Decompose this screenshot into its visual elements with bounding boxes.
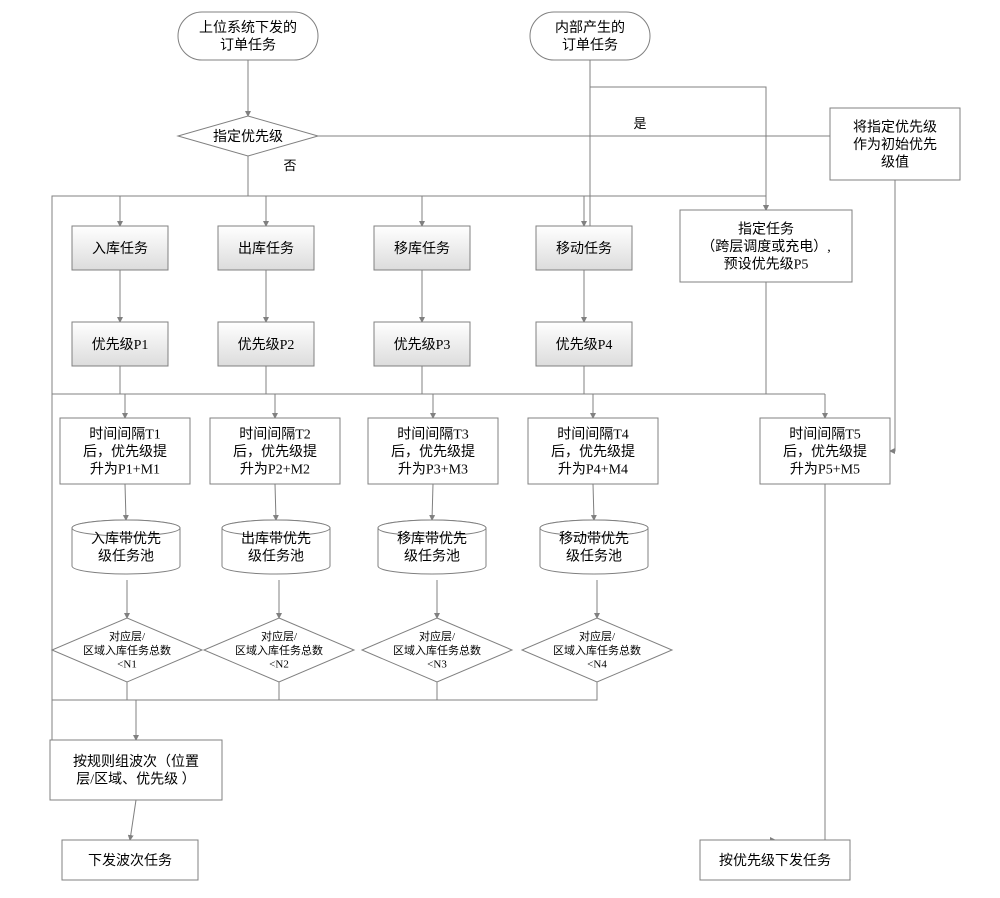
- node-pri2: 优先级P2: [218, 322, 314, 366]
- svg-text:出库任务: 出库任务: [238, 241, 294, 257]
- node-tt3: 时间间隔T3后，优先级提升为P3+M3: [368, 418, 498, 484]
- node-send1: 下发波次任务: [62, 840, 198, 880]
- svg-text:优先级P2: 优先级P2: [238, 337, 295, 353]
- node-task2: 出库任务: [218, 226, 314, 270]
- node-task4: 移动任务: [536, 226, 632, 270]
- node-src1: 上位系统下发的订单任务: [178, 12, 318, 60]
- node-pri4: 优先级P4: [536, 322, 632, 366]
- svg-text:下发波次任务: 下发波次任务: [88, 853, 172, 869]
- node-task5: 指定任务（跨层调度或充电）,预设优先级P5: [680, 210, 852, 282]
- node-task3: 移库任务: [374, 226, 470, 270]
- svg-text:优先级P1: 优先级P1: [92, 337, 149, 353]
- node-send2: 按优先级下发任务: [700, 840, 850, 880]
- node-tt4: 时间间隔T4后，优先级提升为P4+M4: [528, 418, 658, 484]
- svg-text:入库任务: 入库任务: [92, 241, 148, 257]
- svg-text:指定优先级: 指定优先级: [213, 129, 283, 145]
- node-pool1: 入库带优先级任务池: [72, 520, 180, 574]
- node-d3: 对应层/区域入库任务总数<N3: [362, 618, 512, 682]
- svg-text:是: 是: [633, 116, 646, 131]
- svg-text:优先级P3: 优先级P3: [394, 337, 451, 353]
- svg-text:时间间隔T3后，优先级提升为P3+M3: 时间间隔T3后，优先级提升为P3+M3: [391, 426, 475, 477]
- node-pool2: 出库带优先级任务池: [222, 520, 330, 574]
- svg-text:时间间隔T1后，优先级提升为P1+M1: 时间间隔T1后，优先级提升为P1+M1: [83, 426, 167, 477]
- node-tt1: 时间间隔T1后，优先级提升为P1+M1: [60, 418, 190, 484]
- node-d2: 对应层/区域入库任务总数<N2: [204, 618, 354, 682]
- svg-text:时间间隔T5后，优先级提升为P5+M5: 时间间隔T5后，优先级提升为P5+M5: [783, 426, 867, 477]
- svg-text:时间间隔T4后，优先级提升为P4+M4: 时间间隔T4后，优先级提升为P4+M4: [551, 426, 635, 477]
- node-dec1: 指定优先级: [178, 116, 318, 156]
- svg-text:移库任务: 移库任务: [394, 241, 450, 257]
- node-src2: 内部产生的订单任务: [530, 12, 650, 60]
- node-d4: 对应层/区域入库任务总数<N4: [522, 618, 672, 682]
- node-task1: 入库任务: [72, 226, 168, 270]
- svg-text:否: 否: [283, 158, 296, 173]
- node-tt2: 时间间隔T2后，优先级提升为P2+M2: [210, 418, 340, 484]
- svg-text:按优先级下发任务: 按优先级下发任务: [719, 853, 831, 869]
- node-pool3: 移库带优先级任务池: [378, 520, 486, 574]
- node-d1: 对应层/区域入库任务总数<N1: [52, 618, 202, 682]
- node-pri3: 优先级P3: [374, 322, 470, 366]
- node-tt5: 时间间隔T5后，优先级提升为P5+M5: [760, 418, 890, 484]
- svg-text:时间间隔T2后，优先级提升为P2+M2: 时间间隔T2后，优先级提升为P2+M2: [233, 426, 317, 477]
- node-pool4: 移动带优先级任务池: [540, 520, 648, 574]
- svg-text:优先级P4: 优先级P4: [556, 337, 613, 353]
- node-pri1: 优先级P1: [72, 322, 168, 366]
- node-wave: 按规则组波次（位置层/区域、优先级 ）: [50, 740, 222, 800]
- node-initP: 将指定优先级作为初始优先级值: [830, 108, 960, 180]
- svg-text:移动任务: 移动任务: [556, 241, 612, 257]
